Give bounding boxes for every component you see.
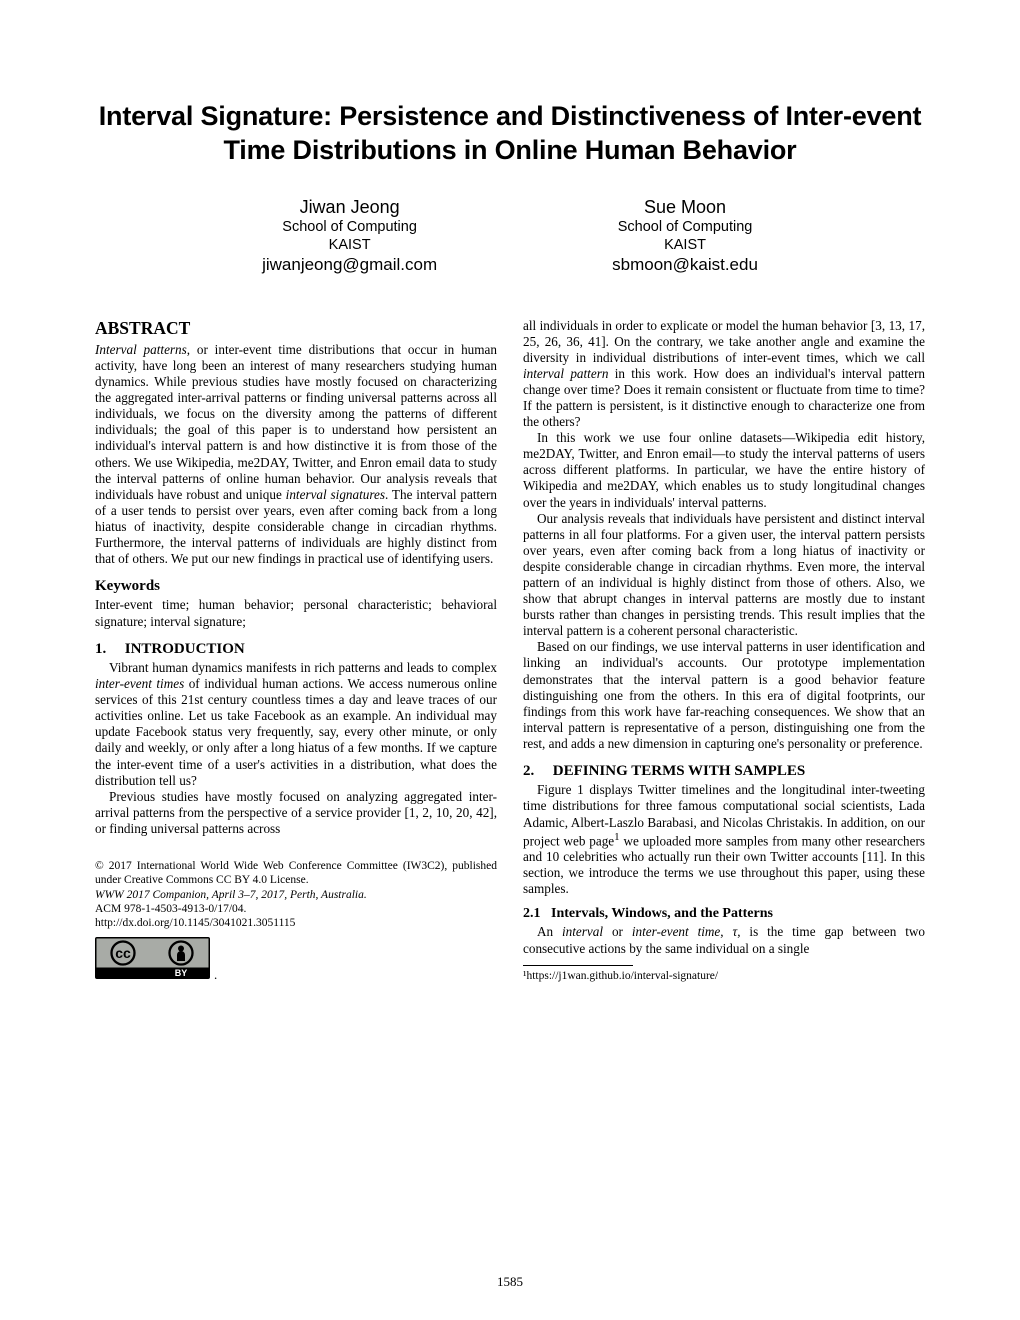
author-email: sbmoon@kaist.edu — [612, 254, 758, 275]
col2-para-3: Our analysis reveals that individuals ha… — [523, 511, 925, 640]
keywords-text: Inter-event time; human behavior; person… — [95, 597, 497, 629]
author-email: jiwanjeong@gmail.com — [262, 254, 437, 275]
keywords-heading: Keywords — [95, 577, 497, 595]
defining-para: Figure 1 displays Twitter timelines and … — [523, 782, 925, 897]
abstract-text: Interval patterns, or inter-event time d… — [95, 342, 497, 567]
section-number: 1. — [95, 640, 121, 658]
author-affil: KAIST — [612, 236, 758, 254]
section-1-heading: 1. INTRODUCTION — [95, 640, 497, 658]
copyright-block: © 2017 International World Wide Web Conf… — [95, 859, 497, 983]
col2-para-2: In this work we use four online datasets… — [523, 430, 925, 510]
section-title: INTRODUCTION — [125, 641, 245, 657]
col2-para-1: all individuals in order to explicate or… — [523, 318, 925, 431]
subsection-title: Intervals, Windows, and the Patterns — [551, 906, 773, 921]
svg-text:cc: cc — [115, 945, 131, 961]
sub21-para: An interval or inter-event time, τ, is t… — [523, 924, 925, 956]
author-1: Jiwan Jeong School of Computing KAIST ji… — [262, 196, 437, 276]
section-title: DEFINING TERMS WITH SAMPLES — [553, 763, 805, 779]
page-number: 1585 — [0, 1274, 1020, 1290]
abstract-heading: ABSTRACT — [95, 318, 497, 339]
section-2-heading: 2. DEFINING TERMS WITH SAMPLES — [523, 762, 925, 780]
author-affil: School of Computing — [262, 218, 437, 236]
svg-text:BY: BY — [175, 968, 188, 978]
acm-line: ACM 978-1-4503-4913-0/17/04. — [95, 902, 497, 916]
subsection-number: 2.1 — [523, 906, 541, 921]
intro-para-2: Previous studies have mostly focused on … — [95, 789, 497, 837]
author-name: Sue Moon — [612, 196, 758, 219]
col2-para-4: Based on our findings, we use interval p… — [523, 639, 925, 752]
cc-by-icon: BY cc — [95, 937, 210, 979]
author-affil: School of Computing — [612, 218, 758, 236]
author-2: Sue Moon School of Computing KAIST sbmoo… — [612, 196, 758, 276]
author-affil: KAIST — [262, 236, 437, 254]
venue-line: WWW 2017 Companion, April 3–7, 2017, Per… — [95, 888, 497, 902]
copyright-line: © 2017 International World Wide Web Conf… — [95, 859, 497, 888]
body-columns: ABSTRACT Interval patterns, or inter-eve… — [95, 318, 925, 984]
footnote-1: ¹https://j1wan.github.io/interval-signat… — [523, 969, 925, 983]
doi-line: http://dx.doi.org/10.1145/3041021.305111… — [95, 916, 497, 930]
authors-block: Jiwan Jeong School of Computing KAIST ji… — [95, 196, 925, 276]
section-number: 2. — [523, 762, 549, 780]
cc-trailing-dot: . — [214, 967, 217, 982]
intro-para-1: Vibrant human dynamics manifests in rich… — [95, 660, 497, 789]
subsection-2-1-heading: 2.1 Intervals, Windows, and the Patterns — [523, 905, 925, 922]
author-name: Jiwan Jeong — [262, 196, 437, 219]
paper-title: Interval Signature: Persistence and Dist… — [95, 100, 925, 168]
footnote-rule — [523, 965, 633, 966]
footnote-block: ¹https://j1wan.github.io/interval-signat… — [523, 965, 925, 983]
